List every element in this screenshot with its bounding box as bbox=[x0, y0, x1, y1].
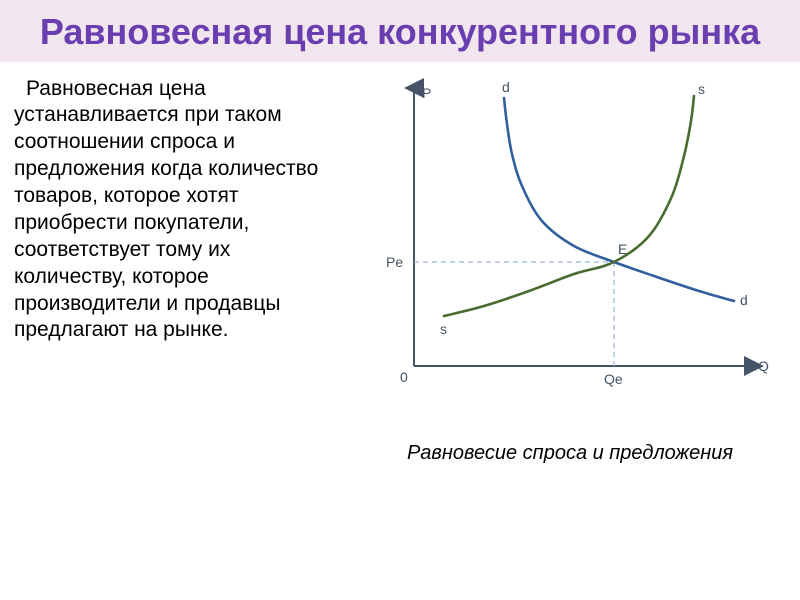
page-title: Равновесная цена конкурентного рынка bbox=[20, 12, 780, 52]
svg-text:d: d bbox=[740, 292, 748, 308]
svg-text:Qe: Qe bbox=[604, 371, 623, 387]
svg-text:d: d bbox=[502, 79, 510, 95]
svg-text:0: 0 bbox=[400, 369, 408, 385]
svg-text:Q: Q bbox=[758, 358, 769, 374]
svg-text:P: P bbox=[422, 85, 431, 101]
svg-text:s: s bbox=[698, 81, 705, 97]
chart-caption: Равновесие спроса и предложения bbox=[354, 442, 786, 465]
svg-text:Pe: Pe bbox=[386, 254, 403, 270]
chart-column: PQ0PeQeEddss Равновесие спроса и предлож… bbox=[354, 76, 786, 465]
equilibrium-chart: PQ0PeQeEddss bbox=[354, 76, 774, 436]
chart-svg: PQ0PeQeEddss bbox=[354, 76, 774, 406]
description-text: Равновесная цена устанавливается при так… bbox=[14, 76, 346, 345]
title-band: Равновесная цена конкурентного рынка bbox=[0, 0, 800, 62]
svg-text:s: s bbox=[440, 321, 447, 337]
description-column: Равновесная цена устанавливается при так… bbox=[14, 76, 354, 465]
content-row: Равновесная цена устанавливается при так… bbox=[0, 62, 800, 465]
